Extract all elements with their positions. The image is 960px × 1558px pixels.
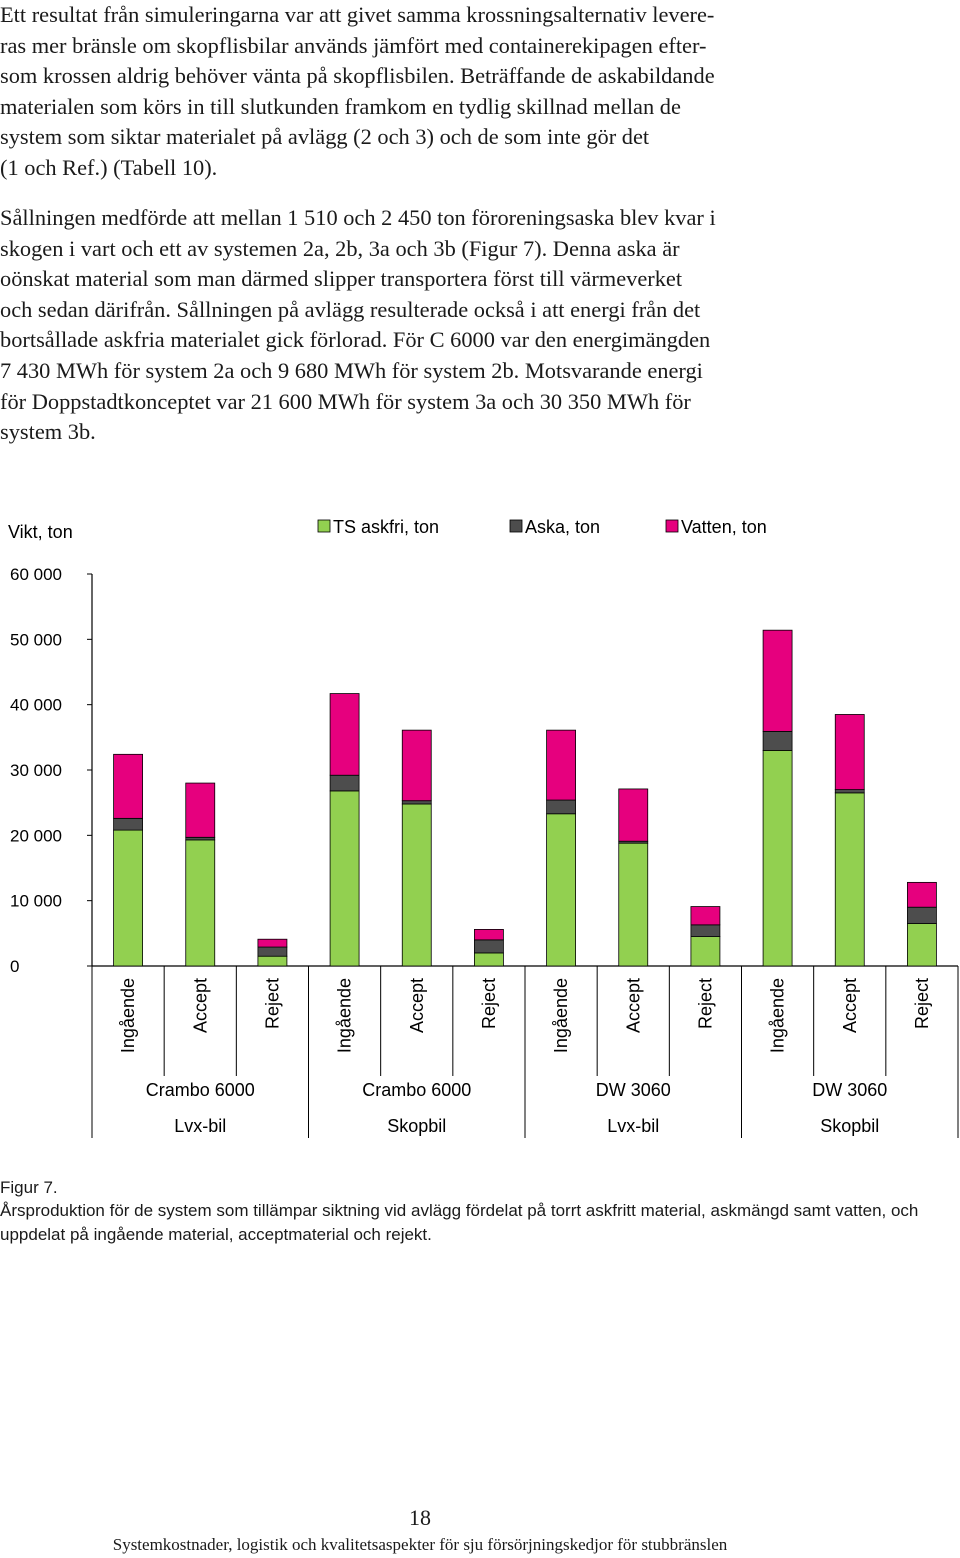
body-paragraph-1: Ett resultat från simuleringarna var att… <box>0 0 890 184</box>
legend-label: Aska, ton <box>525 517 600 537</box>
paragraph-line: för Doppstadtkonceptet var 21 600 MWh fö… <box>0 388 691 414</box>
bar-segment <box>401 729 432 802</box>
paragraph-line: Ett resultat från simuleringarna var att… <box>0 2 715 27</box>
x-group-label: DW 3060 <box>596 1080 671 1100</box>
paragraph-line: bortsållade askfria materialet gick förl… <box>0 327 711 353</box>
y-tick-label: 40 000 <box>10 696 62 715</box>
paragraph-line: system som siktar materialet på avlägg (… <box>0 124 650 150</box>
paragraph-line: system 3b. <box>0 419 96 445</box>
x-axis-groups: Crambo 6000 Lvx-bil Crambo 6000 Skopbil DW 3… <box>91 966 959 1138</box>
bar-segment <box>257 938 288 948</box>
bar-segment <box>257 946 288 957</box>
y-tick-label: 50 000 <box>10 630 62 649</box>
x-group-label: DW 3060 <box>812 1080 887 1100</box>
paragraph-line: Sållningen medförde att mellan 1 510 och… <box>0 205 716 230</box>
bar-segment <box>329 790 360 967</box>
x-group-sublabel: Lvx-bil <box>174 1116 226 1136</box>
bar-segment <box>690 906 721 926</box>
bar-chart: Vikt, ton TS askfri, ton Aska, ton Vatten,… <box>8 517 959 1138</box>
bar-segment <box>834 789 865 794</box>
bar-segment <box>690 924 721 937</box>
x-category-label: Ingående <box>118 978 138 1053</box>
x-group-sublabel: Lvx-bil <box>607 1116 659 1136</box>
bar-segment <box>113 753 143 819</box>
bar-segment <box>329 774 360 792</box>
bar-segment <box>834 714 865 790</box>
bar-segment <box>474 939 504 954</box>
y-tick-label: 60 000 <box>10 565 62 584</box>
y-tick-label: 10 000 <box>10 892 62 911</box>
legend-label: Vatten, ton <box>681 517 767 537</box>
bar-segment <box>113 829 143 967</box>
body-paragraph-2: Sållningen medförde att mellan 1 510 och… <box>0 203 890 448</box>
x-group-sublabel: Skopbil <box>820 1116 879 1136</box>
bar-segment <box>546 813 576 967</box>
bar-marks <box>113 629 937 967</box>
bar-segment <box>618 788 649 842</box>
bar-segment <box>834 792 865 967</box>
figure-caption: Årsproduktion för de system som tillämpa… <box>0 1201 919 1244</box>
bar-segment <box>618 842 649 967</box>
legend-swatch <box>317 519 331 533</box>
x-group-label: Crambo 6000 <box>146 1080 255 1100</box>
bar-segment <box>185 782 216 838</box>
bar-segment <box>690 936 721 967</box>
y-axis-label: Vikt, ton <box>8 522 73 542</box>
paragraph-line: materialen som körs in till slutkunden f… <box>0 93 681 119</box>
x-category-label: Ingående <box>768 978 788 1053</box>
x-category-label: Reject <box>262 978 282 1029</box>
paragraph-line: 7 430 MWh för system 2a och 9 680 MWh fö… <box>0 357 703 383</box>
page-number: 18 <box>409 1505 431 1530</box>
x-axis-categories: Ingående Accept Reject Ingående Accept Reject… <box>118 966 932 1076</box>
paragraph-line: och sedan därifrån. Sållningen på avlägg… <box>0 296 701 322</box>
x-group-sublabel: Skopbil <box>387 1116 446 1136</box>
figure-number: Figur 7. <box>0 1178 58 1197</box>
legend-swatch <box>665 519 679 533</box>
page-footer: Systemkostnader, logistik och kvalitetsa… <box>112 1535 728 1554</box>
y-tick-label: 0 <box>10 957 19 976</box>
paragraph-line: som krossen aldrig behöver vänta på skop… <box>0 63 715 89</box>
bar-segment <box>185 839 216 967</box>
legend-swatch <box>509 519 523 533</box>
x-category-label: Reject <box>695 978 715 1029</box>
legend-label: TS askfri, ton <box>333 517 439 537</box>
x-category-label: Accept <box>407 978 427 1033</box>
paragraph-line: oönskat material som man därmed slipper … <box>0 266 683 292</box>
bar-segment <box>474 929 504 941</box>
y-tick-label: 30 000 <box>10 761 62 780</box>
chart-legend: TS askfri, ton Aska, ton Vatten, ton <box>317 517 767 537</box>
x-category-label: Reject <box>479 978 499 1029</box>
bar-segment <box>907 881 937 908</box>
bar-segment <box>113 817 143 831</box>
paragraph-line: (1 och Ref.) (Tabell 10). <box>0 154 218 180</box>
bar-segment <box>907 906 937 924</box>
y-axis: 0 10 000 20 000 30 000 40 000 50 000 60 000 <box>10 565 958 976</box>
x-group-label: Crambo 6000 <box>362 1080 471 1100</box>
x-category-label: Ingående <box>551 978 571 1053</box>
x-category-label: Accept <box>190 978 210 1033</box>
bar-segment <box>401 800 432 805</box>
y-tick-label: 20 000 <box>10 826 62 845</box>
bar-segment <box>546 799 576 815</box>
paragraph-line: skogen i vart och ett av systemen 2a, 2b… <box>0 235 680 261</box>
x-category-label: Ingående <box>335 978 355 1053</box>
bar-segment <box>762 731 793 751</box>
bar-segment <box>762 629 793 732</box>
x-category-label: Reject <box>912 978 932 1029</box>
bar-segment <box>762 749 793 967</box>
bar-segment <box>329 693 360 776</box>
bar-segment <box>257 955 288 967</box>
x-category-label: Accept <box>623 978 643 1033</box>
paragraph-line: ras mer bränsle om skopflisbilar används… <box>0 32 707 58</box>
bar-segment <box>474 952 504 967</box>
bar-segment <box>546 729 576 801</box>
bar-segment <box>907 923 937 967</box>
bar-segment <box>401 803 432 967</box>
x-category-label: Accept <box>840 978 860 1033</box>
